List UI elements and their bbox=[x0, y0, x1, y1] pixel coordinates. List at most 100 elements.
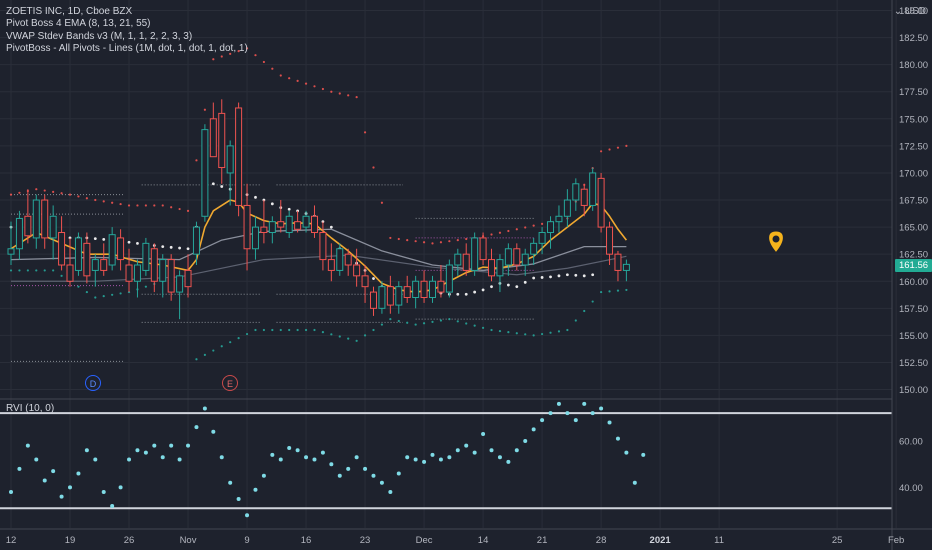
rvi-point bbox=[422, 459, 427, 464]
rvi-point bbox=[573, 418, 578, 423]
currency-unit-text: USD bbox=[904, 6, 926, 17]
candle-body bbox=[589, 172, 597, 206]
vwap-lower-dot bbox=[414, 323, 417, 326]
vwap-upper-dot bbox=[431, 242, 434, 245]
vwap-lower-dot bbox=[254, 328, 257, 332]
vwap-center-dot bbox=[574, 273, 578, 277]
legend-symbol[interactable]: ZOETIS INC, 1D, Cboe BZX bbox=[6, 6, 133, 17]
vwap-center-dot bbox=[532, 276, 536, 280]
price-tick-label: 177.50 bbox=[899, 87, 928, 98]
vwap-lower-dot bbox=[220, 345, 223, 348]
candle-body bbox=[555, 215, 563, 223]
candle-body bbox=[386, 286, 394, 306]
rvi-point bbox=[337, 473, 342, 478]
time-tick-label: 9 bbox=[244, 535, 249, 546]
rvi-point bbox=[346, 466, 351, 471]
vwap-lower-dot bbox=[347, 337, 350, 340]
vwap-upper-dot bbox=[68, 193, 72, 196]
vwap-upper-dot bbox=[507, 229, 510, 233]
vwap-upper-dot bbox=[35, 188, 38, 191]
vwap-upper-dot bbox=[397, 237, 400, 241]
vwap-center-dot bbox=[178, 246, 182, 250]
rvi-point bbox=[253, 487, 258, 492]
vwap-lower-dot bbox=[448, 318, 451, 321]
candle-body bbox=[538, 232, 546, 244]
price-tick-label: 170.00 bbox=[899, 168, 928, 179]
candle-body bbox=[572, 183, 580, 201]
vwap-upper-dot bbox=[540, 222, 544, 225]
legend-pivots[interactable]: PivotBoss - All Pivots - Lines (1M, dot,… bbox=[6, 42, 248, 54]
rvi-point bbox=[632, 480, 637, 485]
candle-body bbox=[429, 280, 436, 298]
vwap-upper-dot bbox=[161, 204, 164, 207]
vwap-upper-dot bbox=[119, 202, 122, 206]
legend-vwap[interactable]: VWAP Stdev Bands v3 (M, 1, 1, 2, 2, 3, 3… bbox=[6, 30, 193, 42]
candle-body bbox=[412, 280, 420, 298]
vwap-lower-dot bbox=[363, 334, 367, 337]
vwap-lower-dot bbox=[566, 328, 569, 332]
vwap-lower-dot bbox=[406, 321, 409, 324]
rvi-point bbox=[489, 448, 494, 453]
vwap-center-dot bbox=[582, 274, 586, 278]
price-tick-label: 155.00 bbox=[899, 331, 928, 342]
candle-body bbox=[159, 259, 167, 282]
rvi-point bbox=[211, 429, 216, 434]
dividend-event-icon[interactable]: D bbox=[85, 375, 101, 391]
vwap-lower-dot bbox=[507, 331, 510, 334]
rvi-point bbox=[51, 469, 56, 474]
vwap-upper-dot bbox=[456, 238, 459, 242]
vwap-lower-dot bbox=[111, 293, 114, 296]
vwap-lower-dot bbox=[296, 328, 299, 332]
rvi-tick-label: 60.00 bbox=[899, 437, 923, 448]
price-tick-label: 180.00 bbox=[899, 60, 928, 71]
vwap-upper-dot bbox=[515, 228, 518, 231]
time-tick-label: Feb bbox=[888, 535, 904, 546]
rvi-point bbox=[9, 490, 13, 495]
earnings-event-icon[interactable]: E bbox=[222, 375, 238, 391]
candle-body bbox=[125, 264, 133, 282]
rvi-title[interactable]: RVI (10, 0) bbox=[6, 403, 55, 414]
vwap-lower-dot bbox=[313, 328, 316, 332]
vwap-upper-dot bbox=[94, 198, 97, 202]
alert-marker[interactable] bbox=[769, 231, 783, 252]
rvi-point bbox=[641, 452, 646, 457]
vwap-upper-dot bbox=[296, 79, 299, 82]
rvi-point bbox=[304, 455, 309, 460]
vwap-lower-dot bbox=[237, 337, 240, 340]
vwap-upper-dot bbox=[608, 148, 611, 151]
rvi-point bbox=[169, 443, 174, 448]
candle-body bbox=[471, 237, 479, 271]
price-tick-label: 162.50 bbox=[899, 250, 928, 261]
legend-ema[interactable]: Pivot Boss 4 EMA (8, 13, 21, 55) bbox=[6, 18, 151, 30]
candle-body bbox=[226, 145, 234, 174]
price-tick-label: 160.00 bbox=[899, 277, 928, 288]
vwap-upper-dot bbox=[524, 226, 527, 229]
vwap-lower-dot bbox=[85, 290, 88, 294]
currency-unit[interactable]: ⌄ USD bbox=[893, 6, 926, 17]
candles[interactable] bbox=[7, 99, 630, 320]
time-tick-label: 23 bbox=[360, 535, 371, 546]
candle-body bbox=[117, 237, 125, 261]
candle-body bbox=[361, 275, 369, 288]
vwap-center-dot bbox=[161, 245, 165, 248]
vwap-upper-dot bbox=[271, 67, 274, 70]
vwap-upper-dot bbox=[380, 201, 384, 204]
time-tick-label: 25 bbox=[832, 535, 843, 546]
candle-body bbox=[327, 259, 335, 271]
time-tick-label: 12 bbox=[6, 535, 17, 546]
rvi-point bbox=[245, 513, 250, 518]
vwap-upper-dot bbox=[85, 197, 88, 200]
rvi-point bbox=[481, 432, 486, 437]
candle-body bbox=[66, 264, 74, 282]
vwap-center-dot bbox=[169, 245, 173, 249]
rvi-point bbox=[615, 436, 620, 441]
rvi-point bbox=[523, 439, 528, 443]
price-tick-label: 150.00 bbox=[899, 385, 928, 396]
vwap-upper-dot bbox=[321, 87, 325, 91]
grid bbox=[0, 0, 897, 528]
vwap-upper-dot bbox=[60, 192, 63, 195]
rvi-point bbox=[127, 457, 132, 462]
vwap-upper-dot bbox=[600, 150, 603, 153]
